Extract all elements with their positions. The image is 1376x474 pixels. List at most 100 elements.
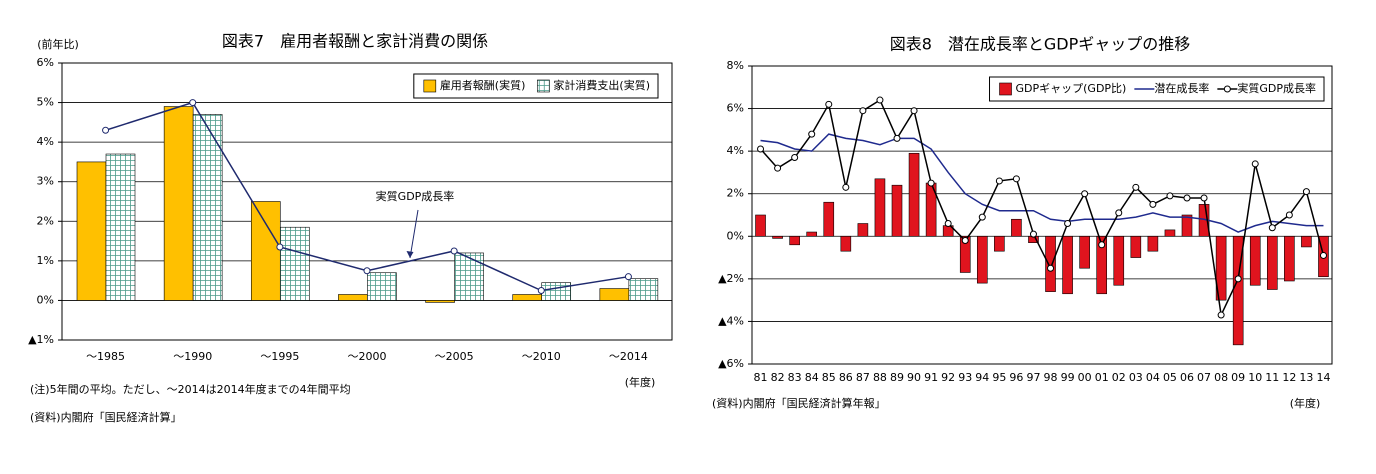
marker xyxy=(1183,194,1191,202)
marker xyxy=(1047,264,1055,272)
x-tick-label: ～1990 xyxy=(173,350,212,363)
x-tick-label: 04 xyxy=(1146,371,1160,384)
marker xyxy=(1166,192,1174,200)
marker xyxy=(1302,188,1310,196)
bar xyxy=(874,178,886,237)
y-tick-label: ▲4% xyxy=(718,314,744,327)
marker xyxy=(978,213,986,221)
legend-swatch xyxy=(537,79,550,93)
bar xyxy=(425,300,455,303)
bar xyxy=(1096,235,1108,295)
y-tick-label: 0% xyxy=(37,293,54,306)
legend-label: 潜在成長率 xyxy=(1154,81,1209,95)
marker xyxy=(1217,311,1225,319)
legend-label: 雇用者報酬(実質) xyxy=(440,78,526,92)
legend-swatch xyxy=(1217,85,1238,93)
x-tick-label: 85 xyxy=(822,371,836,384)
note: (注)5年間の平均。ただし、～2014は2014年度までの4年間平均 xyxy=(30,382,351,396)
y-tick-label: 6% xyxy=(37,56,54,69)
bar xyxy=(789,235,800,246)
x-tick-label: 91 xyxy=(924,371,938,384)
x-tick-label: 88 xyxy=(873,371,887,384)
chart-title: 図表7 雇用者報酬と家計消費の関係 xyxy=(222,32,488,51)
x-tick-label: 87 xyxy=(856,371,870,384)
bar xyxy=(338,294,368,301)
legend: 雇用者報酬(実質) 家計消費支出(実質) xyxy=(413,73,659,99)
legend-label: 実質GDP成長率 xyxy=(1237,81,1316,95)
bar xyxy=(976,235,988,284)
bar xyxy=(192,114,223,301)
x-tick-label: 06 xyxy=(1180,371,1194,384)
bar xyxy=(1284,235,1295,282)
x-tick-label: 00 xyxy=(1078,371,1092,384)
legend-swatch xyxy=(999,82,1012,96)
legend-swatch-rect xyxy=(423,79,437,93)
x-unit: (年度) xyxy=(625,375,656,389)
y-tick-label: 0% xyxy=(727,229,744,242)
marker xyxy=(859,107,867,115)
bar xyxy=(1113,235,1125,286)
y-tick-label: 2% xyxy=(37,214,54,227)
marker xyxy=(363,267,371,275)
x-tick-label: 12 xyxy=(1282,371,1296,384)
note: (資料)内閣府「国民経済計算年報」 xyxy=(712,396,886,410)
bar xyxy=(1062,235,1073,295)
x-tick-label: 89 xyxy=(890,371,904,384)
marker xyxy=(450,247,458,255)
bar xyxy=(599,288,630,301)
x-tick-label: 11 xyxy=(1265,371,1279,384)
x-tick-label: 84 xyxy=(805,371,819,384)
bar xyxy=(1130,235,1142,258)
y-tick-label: 5% xyxy=(37,96,54,109)
marker xyxy=(1029,230,1037,238)
marker xyxy=(961,237,969,245)
x-tick-label: 98 xyxy=(1044,371,1058,384)
x-tick-label: ～2010 xyxy=(522,350,561,363)
x-tick-label: 99 xyxy=(1061,371,1075,384)
x-tick-label: 08 xyxy=(1214,371,1228,384)
bar xyxy=(908,152,920,237)
x-tick-label: 96 xyxy=(1009,371,1023,384)
marker xyxy=(927,179,935,187)
line xyxy=(759,98,1325,318)
bar xyxy=(755,214,766,237)
marker xyxy=(1149,200,1157,208)
bar xyxy=(959,235,971,273)
bar xyxy=(891,184,903,237)
chart-title: 図表8 潜在成長率とGDPギャップの推移 xyxy=(890,35,1191,54)
bar xyxy=(806,231,818,237)
x-tick-label: 83 xyxy=(788,371,802,384)
marker xyxy=(102,126,110,134)
bar xyxy=(1079,235,1090,269)
marker xyxy=(1064,220,1072,228)
y-tick-label: ▲1% xyxy=(28,333,54,346)
legend-label: 家計消費支出(実質) xyxy=(553,78,650,92)
marker xyxy=(825,100,833,108)
annotation-arrow xyxy=(409,209,419,259)
x-tick-label: 90 xyxy=(907,371,921,384)
y-tick-label: ▲6% xyxy=(718,357,744,370)
bar xyxy=(772,235,783,239)
bar xyxy=(1249,235,1261,286)
legend-label: GDPギャップ(GDP比) xyxy=(1016,82,1127,95)
x-tick-label: 09 xyxy=(1231,371,1245,384)
line xyxy=(760,133,1324,233)
bar xyxy=(1301,235,1312,248)
bar xyxy=(857,223,869,237)
bar xyxy=(250,201,281,301)
bar xyxy=(163,106,194,301)
x-tick-label: 94 xyxy=(975,371,989,384)
x-tick-label: 13 xyxy=(1299,371,1313,384)
marker xyxy=(842,183,850,191)
legend-swatch-marker xyxy=(1223,85,1231,93)
marker xyxy=(808,130,816,138)
marker xyxy=(1251,160,1259,168)
bar xyxy=(1181,214,1193,237)
marker xyxy=(757,145,765,153)
marker xyxy=(276,243,284,251)
legend-swatch-rect xyxy=(537,79,550,93)
y-tick-label: 4% xyxy=(727,144,744,157)
marker xyxy=(1115,209,1123,217)
bar xyxy=(1045,235,1056,292)
